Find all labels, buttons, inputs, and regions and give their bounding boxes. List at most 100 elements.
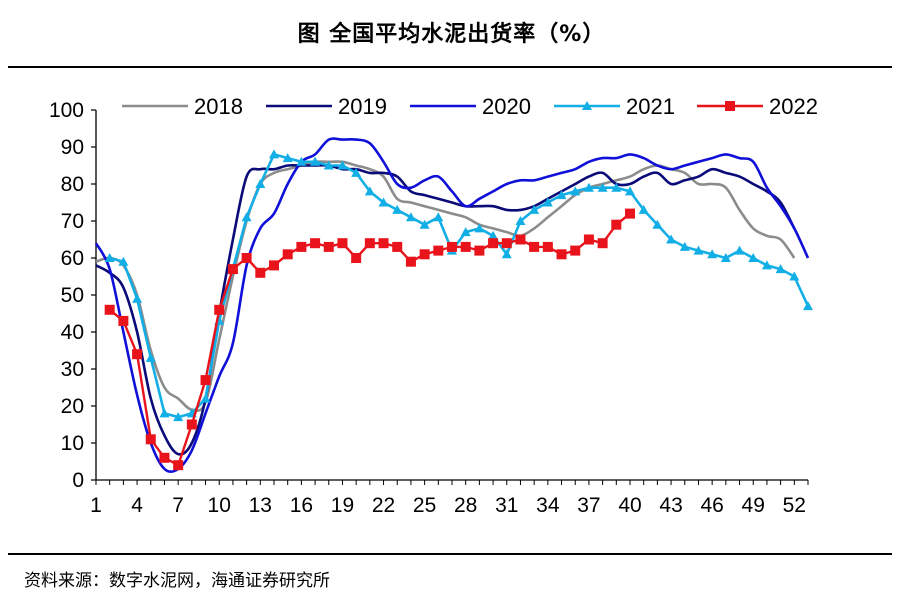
data-point-2022 [529,241,540,252]
data-point-2021 [118,256,129,266]
data-point-2021 [597,182,608,192]
data-point-2021 [761,260,772,270]
top-rule [8,66,892,68]
legend: 2018 2019 2020 2021 2022 [122,94,818,119]
data-point-2022 [104,304,115,315]
data-point-2021 [241,212,252,222]
x-tick-label: 34 [536,494,560,517]
y-tick-label: 40 [61,321,84,344]
data-point-2021 [159,408,170,418]
x-tick-label: 46 [700,494,723,517]
x-tick-label: 49 [742,494,765,517]
data-point-2022 [227,264,238,275]
data-point-2021 [542,197,553,207]
data-point-2022 [597,238,608,249]
data-point-2021 [748,253,759,262]
data-point-2021 [625,186,635,196]
legend-item-2022: 2022 [697,94,818,119]
x-tick-label: 22 [372,494,395,517]
data-point-2021 [405,212,416,222]
x-tick-label: 37 [577,494,600,517]
y-tick-label: 100 [49,99,84,122]
line-chart: 0 10 20 30 40 50 60 70 80 90 100 1 4 7 10 13 16 19 22 25 28 3… [49,94,818,517]
data-point-2021 [255,179,266,188]
y-tick-label: 20 [61,395,84,418]
data-point-2022 [474,245,485,256]
data-point-2022 [351,253,362,263]
data-point-2021 [611,182,622,192]
data-point-2021 [529,204,540,214]
data-point-2022 [173,460,184,471]
data-point-2021 [173,412,184,422]
x-tick-label: 25 [413,494,436,517]
data-point-2021 [583,182,594,192]
data-point-2022 [337,238,348,249]
y-tick-label: 30 [61,358,84,381]
data-point-2022 [515,234,526,245]
data-point-2021 [310,156,321,166]
legend-item-2019: 2019 [266,94,387,119]
data-point-2021 [145,352,156,362]
x-tick-label: 31 [495,494,518,517]
data-point-2021 [570,186,581,196]
data-point-2022 [255,267,266,278]
data-point-2022 [364,238,375,249]
data-point-2022 [118,315,129,326]
series-layer [94,137,813,473]
data-point-2022 [186,419,197,430]
data-point-2022 [488,238,499,249]
data-point-2021 [364,186,375,196]
data-point-2022 [542,241,553,252]
source-note: 资料来源：数字水泥网，海通证券研究所 [24,571,330,591]
legend-label-2020: 2020 [482,94,531,119]
series-line-2018 [95,160,796,413]
data-point-2021 [556,190,567,200]
legend-label-2021: 2021 [626,94,675,119]
data-point-2022 [501,238,512,249]
data-point-2022 [310,238,321,249]
series-2020 [94,137,810,473]
data-point-2021 [460,227,471,237]
y-tick-label: 10 [61,432,84,455]
y-tick-label: 70 [61,210,84,233]
data-point-2022 [583,234,594,245]
data-point-2021 [515,216,526,225]
x-tick-label: 28 [454,494,477,517]
data-point-2021 [132,293,143,303]
data-point-2022 [200,375,211,386]
y-tick-label: 50 [61,284,84,307]
data-point-2021 [337,160,348,170]
series-line-2020 [94,137,810,473]
y-tick-label: 80 [61,173,84,196]
axes: 0 10 20 30 40 50 60 70 80 90 100 1 4 7 10 13 16 19 22 25 28 3… [49,99,809,517]
y-tick-label: 0 [72,469,84,492]
data-point-2021 [501,249,512,259]
data-point-2021 [693,245,704,255]
legend-marker-2021 [582,101,592,110]
data-point-2021 [323,160,334,170]
legend-label-2018: 2018 [194,94,243,119]
data-point-2022 [296,241,307,252]
data-point-2022 [556,249,567,260]
series-2022 [104,208,635,471]
x-tick-label: 19 [331,494,354,517]
x-tick-label: 40 [618,494,641,517]
legend-label-2019: 2019 [338,94,387,119]
bottom-rule [8,553,892,555]
data-point-2022 [282,249,293,260]
data-point-2022 [392,241,403,252]
data-point-2021 [200,393,211,403]
x-tick-label: 4 [131,494,143,517]
data-point-2022 [433,245,444,256]
data-point-2022 [214,304,225,315]
data-point-2022 [625,208,635,219]
data-point-2022 [269,260,279,271]
data-point-2021 [803,301,813,311]
data-point-2021 [296,156,307,166]
x-tick-label: 43 [659,494,682,517]
data-point-2022 [159,452,170,463]
data-point-2022 [570,245,581,256]
x-tick-label: 52 [783,494,806,517]
legend-label-2022: 2022 [769,94,818,119]
data-point-2021 [720,253,731,262]
